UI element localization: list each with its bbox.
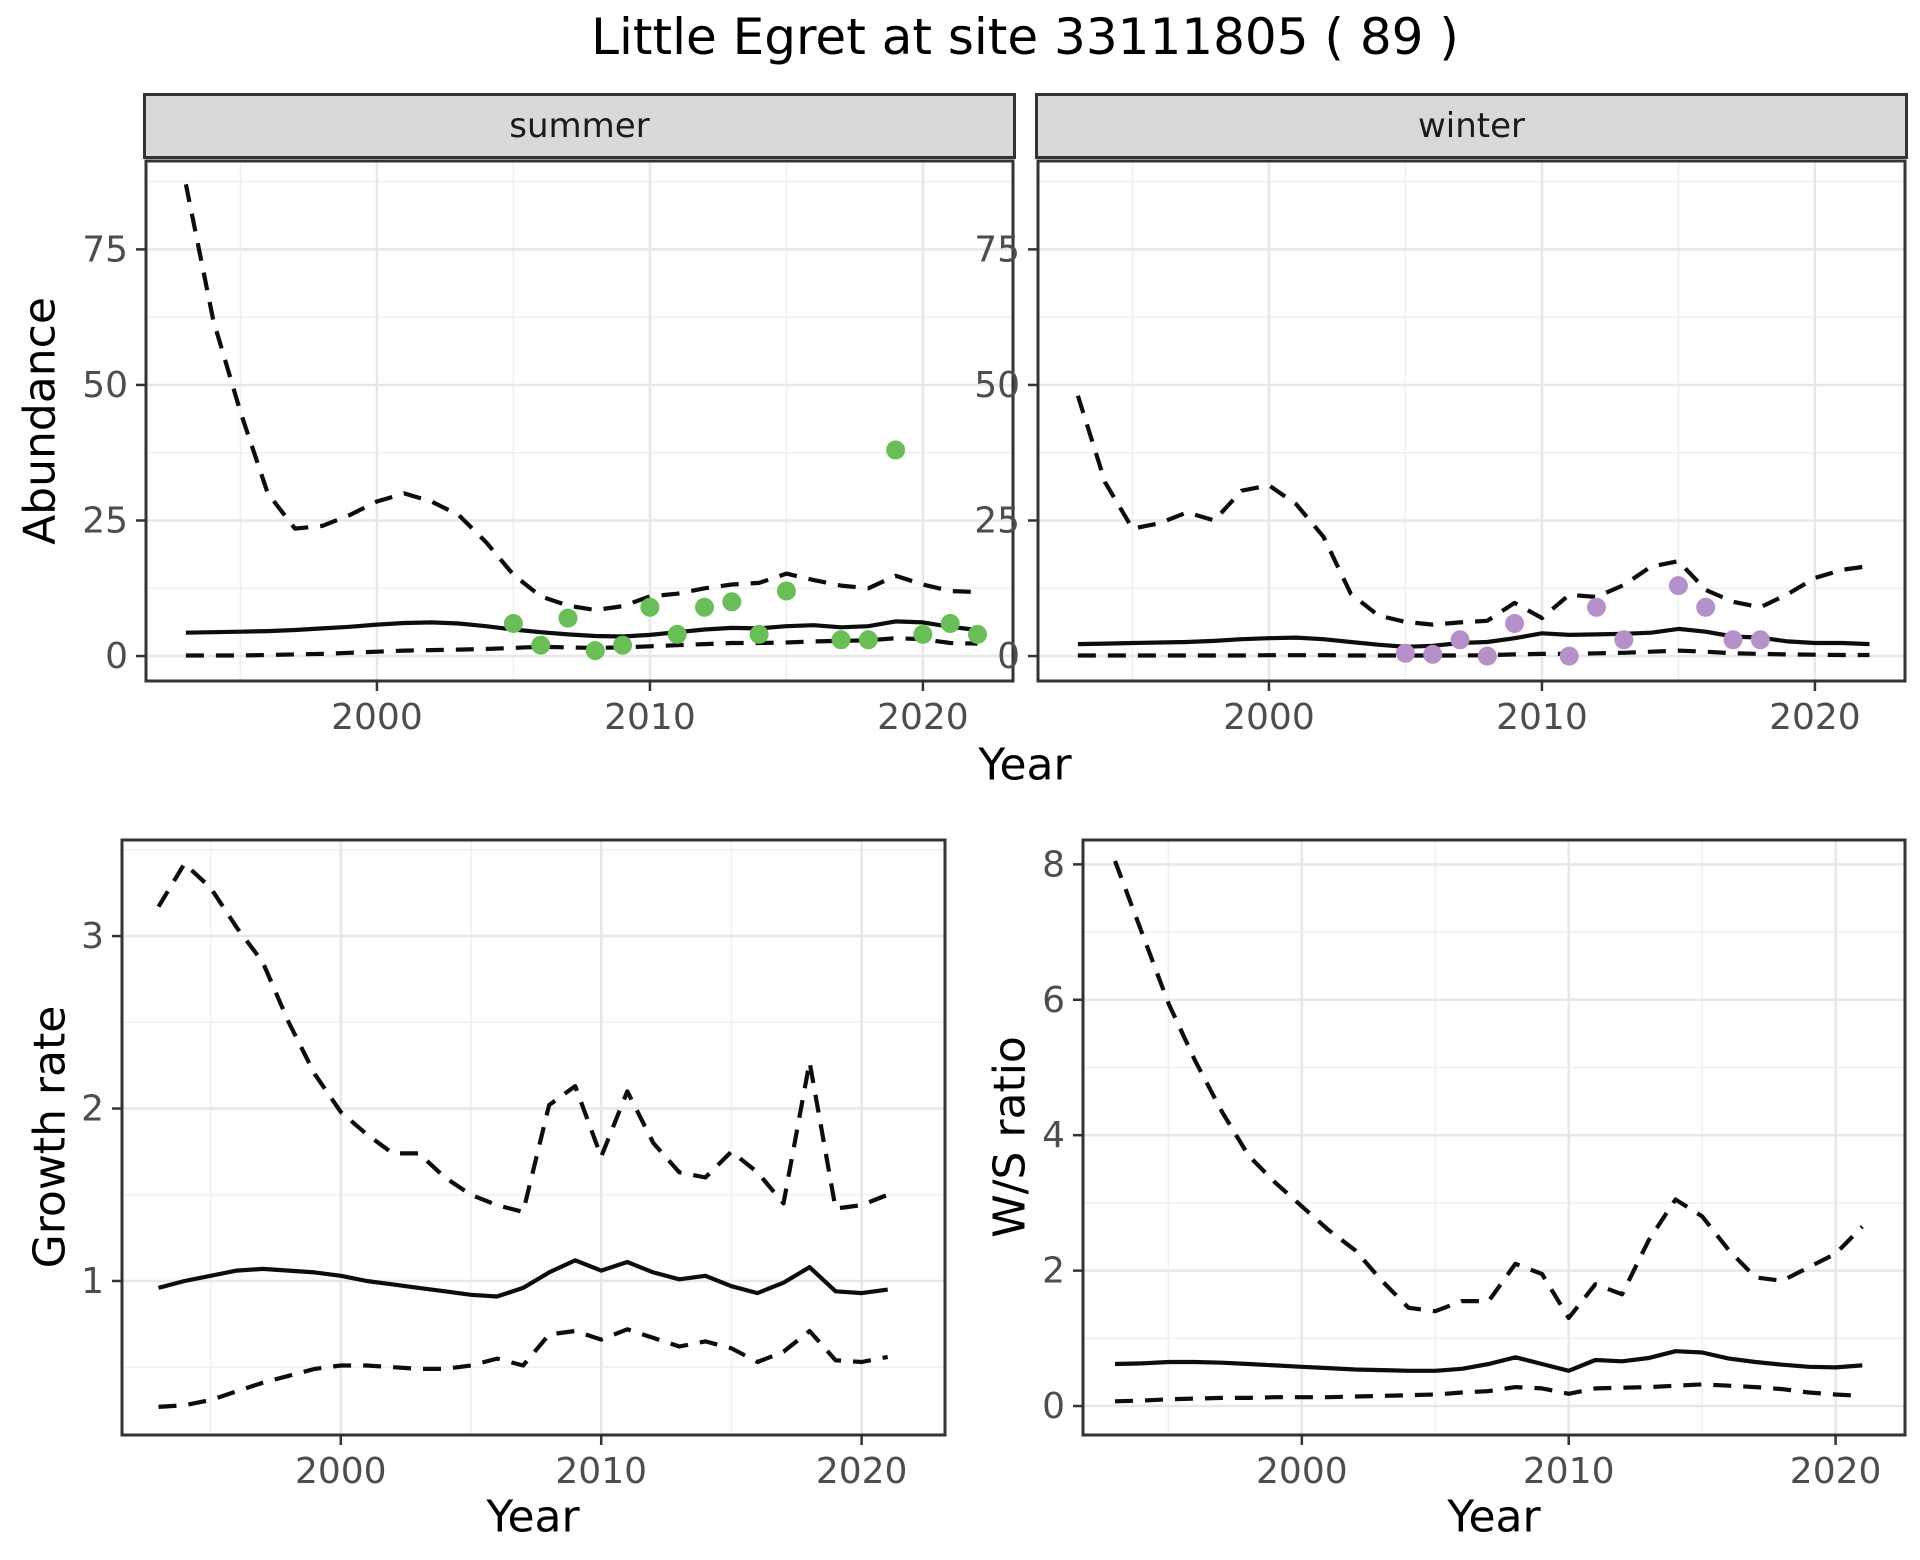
panel-growth_rate: 2000 2010 2020 1 2 3 <box>81 838 947 1492</box>
x-tick-label: 2000 <box>1256 1451 1348 1492</box>
data-point <box>1696 597 1716 617</box>
data-point <box>749 624 769 644</box>
y-tick-label: 25 <box>974 500 1020 541</box>
x-tick-label: 2020 <box>816 1451 908 1492</box>
data-point <box>1477 646 1497 666</box>
facet-strip-summer-label: summer <box>509 106 650 146</box>
x-axis-title-year-bottom-left: Year <box>486 1491 580 1543</box>
ws_ratio-lower_ci-line <box>1114 1382 1863 1404</box>
abundance_summer-mean-line <box>185 619 978 639</box>
data-point <box>940 614 960 633</box>
x-tick-label: 2000 <box>295 1451 387 1492</box>
y-tick-label: 0 <box>105 636 128 677</box>
y-axis-title-growth-rate: Growth rate <box>24 1005 76 1269</box>
y-tick-label: 4 <box>1042 1115 1065 1156</box>
data-point <box>722 592 742 612</box>
data-point <box>1423 644 1443 664</box>
ws_ratio-mean-line <box>1114 1349 1863 1373</box>
y-tick-label: 25 <box>82 500 128 541</box>
x-tick-label: 2000 <box>331 697 423 738</box>
abundance_summer-lower_ci-line <box>185 636 978 658</box>
abundance_winter-mean-line <box>1077 626 1870 649</box>
y-axis-title-ws-ratio: W/S ratio <box>984 1036 1036 1238</box>
y-tick-label: 8 <box>1042 844 1065 885</box>
panel-border <box>120 838 947 1437</box>
y-tick-label: 3 <box>81 916 104 957</box>
x-tick-label: 2020 <box>1769 697 1861 738</box>
x-tick-label: 2010 <box>1496 697 1588 738</box>
panel-abundance_winter: 2000 2010 2020 0 25 50 75 <box>974 159 1907 738</box>
data-point <box>1668 576 1688 596</box>
x-tick-label: 2000 <box>1223 697 1315 738</box>
data-point <box>968 624 987 644</box>
panel-abundance_summer: 2000 2010 2020 0 25 50 75 <box>82 159 1015 738</box>
y-tick-label: 50 <box>974 365 1020 406</box>
y-tick-label: 0 <box>1042 1386 1065 1427</box>
data-point <box>913 624 933 644</box>
data-point <box>1614 630 1634 650</box>
growth_rate-mean-line <box>157 1258 888 1299</box>
data-point <box>858 630 878 650</box>
y-tick-label: 75 <box>974 229 1020 270</box>
abundance_winter-upper_ci-line <box>1075 395 1870 627</box>
data-point <box>1587 597 1606 617</box>
panel-border <box>1081 838 1907 1437</box>
panel-border <box>1036 159 1907 683</box>
data-point <box>1559 646 1579 666</box>
facet-strip-winter-label: winter <box>1417 106 1526 146</box>
y-tick-label: 2 <box>1042 1251 1065 1292</box>
x-axis-title-year-bottom-right: Year <box>1447 1491 1541 1543</box>
facet-strip-summer: summer <box>143 93 1016 159</box>
data-point <box>886 440 906 460</box>
facet-strip-winter: winter <box>1035 93 1908 159</box>
data-point <box>1395 643 1415 663</box>
y-tick-label: 1 <box>81 1261 104 1302</box>
x-tick-label: 2010 <box>555 1451 647 1492</box>
y-tick-label: 2 <box>81 1089 104 1130</box>
x-tick-label: 2010 <box>1523 1451 1615 1492</box>
data-point <box>831 630 851 650</box>
data-point <box>776 581 796 601</box>
data-point <box>531 635 551 655</box>
data-point <box>1723 630 1743 650</box>
data-point <box>585 641 605 661</box>
data-point <box>667 624 687 644</box>
x-tick-label: 2020 <box>1790 1451 1882 1492</box>
y-tick-label: 50 <box>82 365 128 406</box>
panel-border <box>144 159 1015 683</box>
abundance_summer-points <box>503 440 987 661</box>
abundance_winter-lower_ci-line <box>1077 648 1870 658</box>
x-tick-label: 2020 <box>877 697 969 738</box>
y-tick-label: 75 <box>82 229 128 270</box>
panel-ws_ratio: 2000 2010 2020 0 2 4 6 8 <box>1042 838 1907 1492</box>
y-tick-label: 0 <box>997 636 1020 677</box>
abundance_summer-upper_ci-line <box>183 183 978 613</box>
data-point <box>1505 614 1525 633</box>
data-point <box>1450 630 1470 650</box>
data-point <box>558 608 578 628</box>
data-point <box>1750 630 1770 650</box>
ws_ratio-upper_ci-line <box>1113 860 1864 1321</box>
x-tick-label: 2010 <box>604 697 696 738</box>
x-axis-title-year-top: Year <box>978 739 1072 791</box>
data-point <box>695 597 714 617</box>
data-point <box>640 597 660 617</box>
data-point <box>613 635 633 655</box>
y-tick-label: 6 <box>1042 980 1065 1021</box>
growth_rate-lower_ci-line <box>158 1327 889 1409</box>
growth_rate-upper_ci-line <box>156 861 889 1215</box>
y-axis-title-abundance: Abundance <box>14 297 66 545</box>
data-point <box>503 614 523 633</box>
abundance_winter-points <box>1395 576 1770 666</box>
figure-title: Little Egret at site 33111805 ( 89 ) <box>591 8 1459 66</box>
